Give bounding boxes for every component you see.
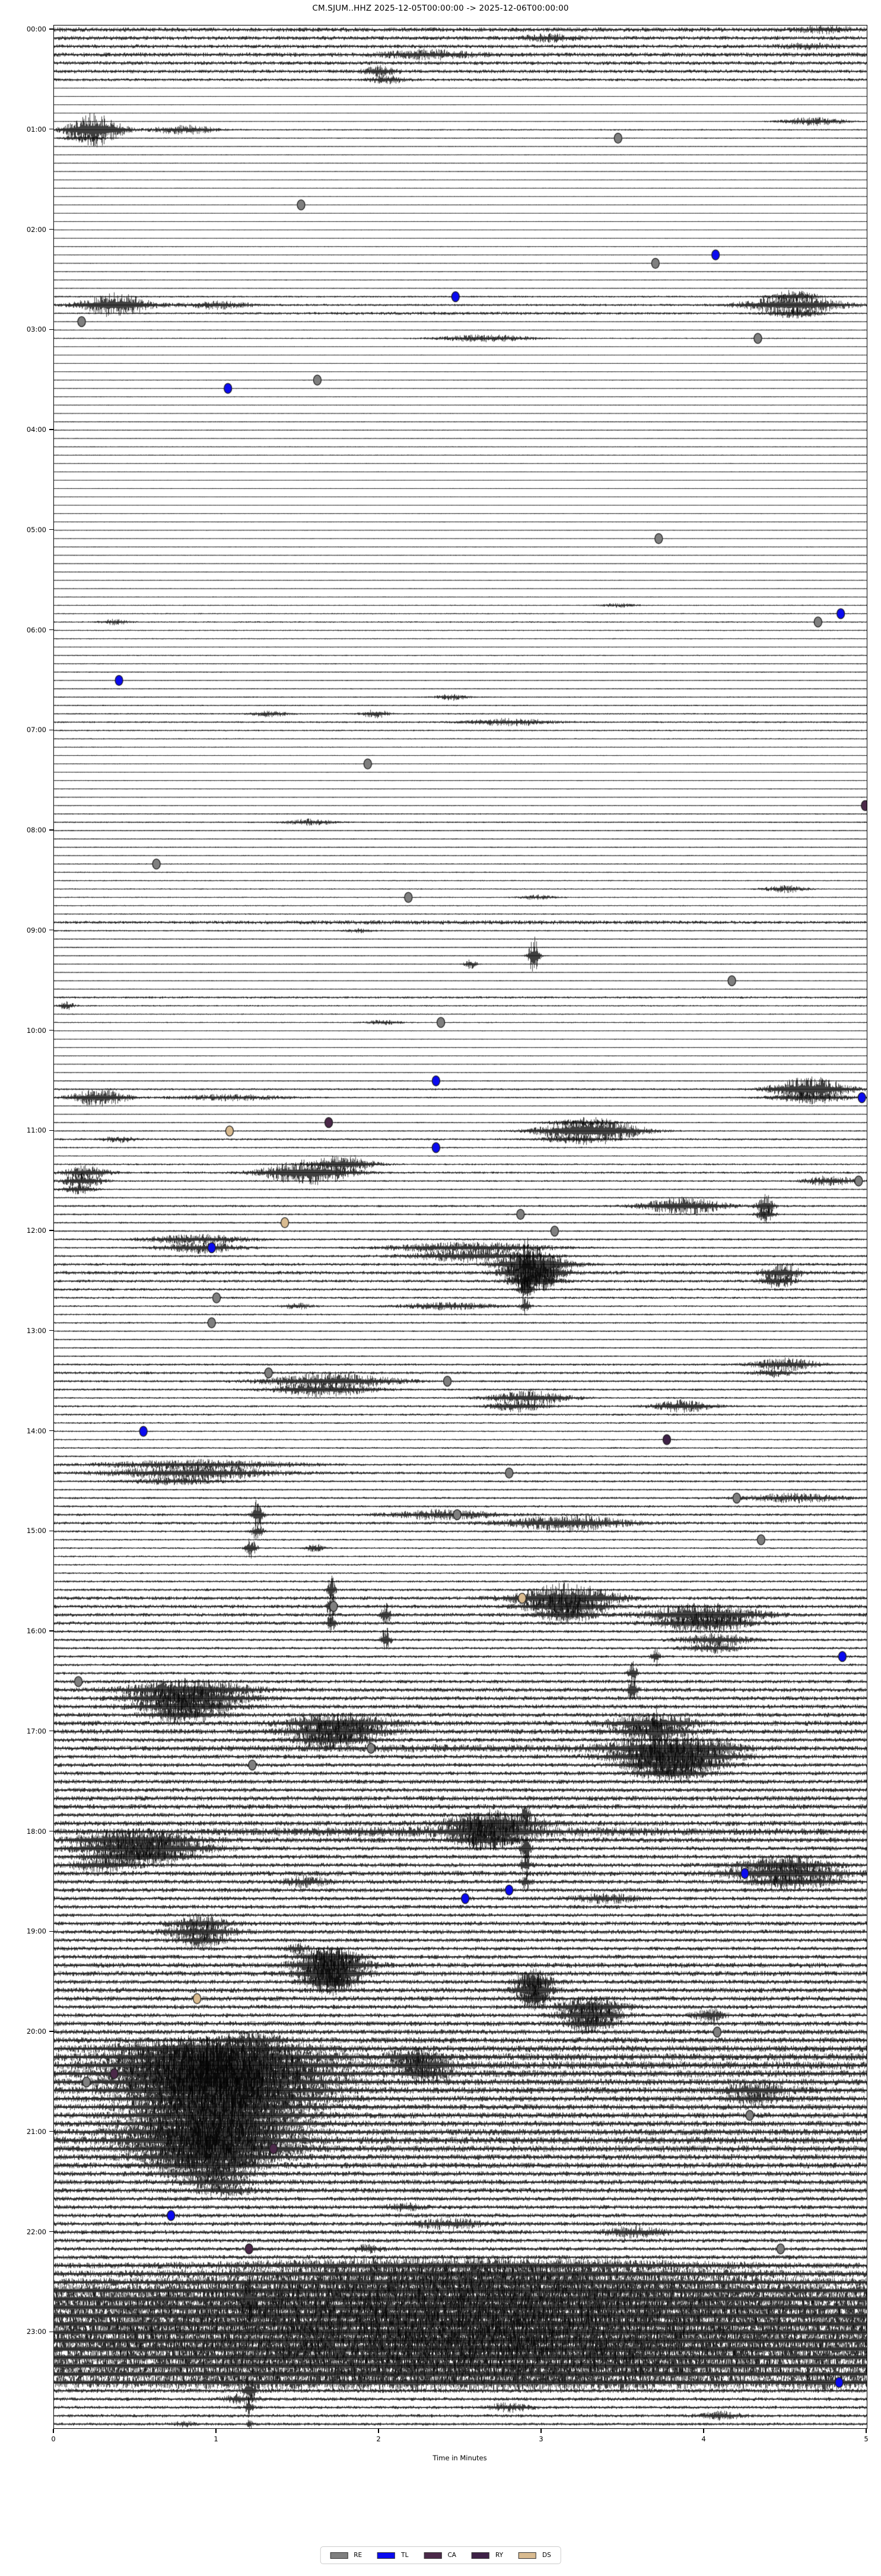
y-tick-label: 01:00 (26, 125, 46, 133)
x-axis-title: Time in Minutes (432, 2454, 487, 2462)
x-tick (378, 2429, 379, 2433)
legend-label: DS (542, 2552, 551, 2559)
y-tick (49, 329, 53, 330)
y-tick-label: 17:00 (26, 1726, 46, 1735)
y-tick (49, 1029, 53, 1031)
legend: RE TL CA RY DS (320, 2546, 561, 2564)
y-tick-label: 00:00 (26, 25, 46, 34)
legend-swatch-icon (377, 2552, 396, 2559)
legend-label: RE (354, 2552, 362, 2559)
legend-swatch-icon (330, 2552, 348, 2559)
y-tick-label: 19:00 (26, 1927, 46, 1936)
y-tick-label: 05:00 (26, 525, 46, 534)
y-tick (49, 28, 53, 30)
y-tick (49, 2131, 53, 2132)
legend-swatch-icon (424, 2552, 442, 2559)
plot-area (53, 25, 867, 2429)
y-tick-label: 20:00 (26, 2027, 46, 2036)
y-tick-label: 11:00 (26, 1126, 46, 1135)
y-tick-label: 04:00 (26, 425, 46, 434)
x-tick (215, 2429, 217, 2433)
y-tick-label: 23:00 (26, 2327, 46, 2336)
figure-title: CM.SJUM..HHZ 2025-12-05T00:00:00 -> 2025… (312, 4, 569, 13)
y-tick-label: 09:00 (26, 926, 46, 934)
seismogram-canvas (54, 26, 867, 2428)
y-tick (49, 829, 53, 831)
legend-item-ca: CA (424, 2552, 456, 2559)
y-tick-label: 21:00 (26, 2127, 46, 2136)
y-tick (49, 1330, 53, 1331)
y-tick-label: 18:00 (26, 1827, 46, 1836)
x-tick-label: 5 (864, 2435, 869, 2443)
y-tick (49, 629, 53, 631)
legend-label: RY (495, 2552, 503, 2559)
x-tick (703, 2429, 704, 2433)
y-tick (49, 2231, 53, 2232)
y-tick (49, 1430, 53, 1432)
x-tick-label: 1 (214, 2435, 218, 2443)
y-tick (49, 228, 53, 230)
legend-item-ry: RY (471, 2552, 503, 2559)
y-tick-label: 13:00 (26, 1326, 46, 1335)
y-tick-label: 12:00 (26, 1226, 46, 1235)
y-tick (49, 529, 53, 530)
x-tick-label: 0 (51, 2435, 56, 2443)
y-tick-label: 10:00 (26, 1026, 46, 1035)
x-tick-label: 4 (701, 2435, 706, 2443)
x-tick (540, 2429, 542, 2433)
y-tick-label: 03:00 (26, 325, 46, 334)
legend-label: CA (447, 2552, 456, 2559)
x-tick-label: 3 (539, 2435, 543, 2443)
legend-swatch-icon (519, 2552, 536, 2559)
legend-item-ds: DS (519, 2552, 551, 2559)
y-tick (49, 429, 53, 430)
y-tick-label: 16:00 (26, 1627, 46, 1636)
legend-label: TL (401, 2552, 409, 2559)
y-tick (49, 1130, 53, 1131)
y-tick-label: 15:00 (26, 1526, 46, 1535)
legend-item-re: RE (330, 2552, 362, 2559)
y-tick-label: 02:00 (26, 225, 46, 234)
y-tick (49, 1931, 53, 1932)
y-tick-label: 06:00 (26, 625, 46, 634)
legend-item-tl: TL (377, 2552, 408, 2559)
y-tick-label: 22:00 (26, 2227, 46, 2236)
legend-swatch-icon (471, 2552, 489, 2559)
y-tick (49, 1630, 53, 1632)
x-tick-label: 2 (376, 2435, 381, 2443)
y-tick-label: 08:00 (26, 826, 46, 835)
y-tick-label: 07:00 (26, 726, 46, 734)
y-tick-label: 14:00 (26, 1426, 46, 1435)
